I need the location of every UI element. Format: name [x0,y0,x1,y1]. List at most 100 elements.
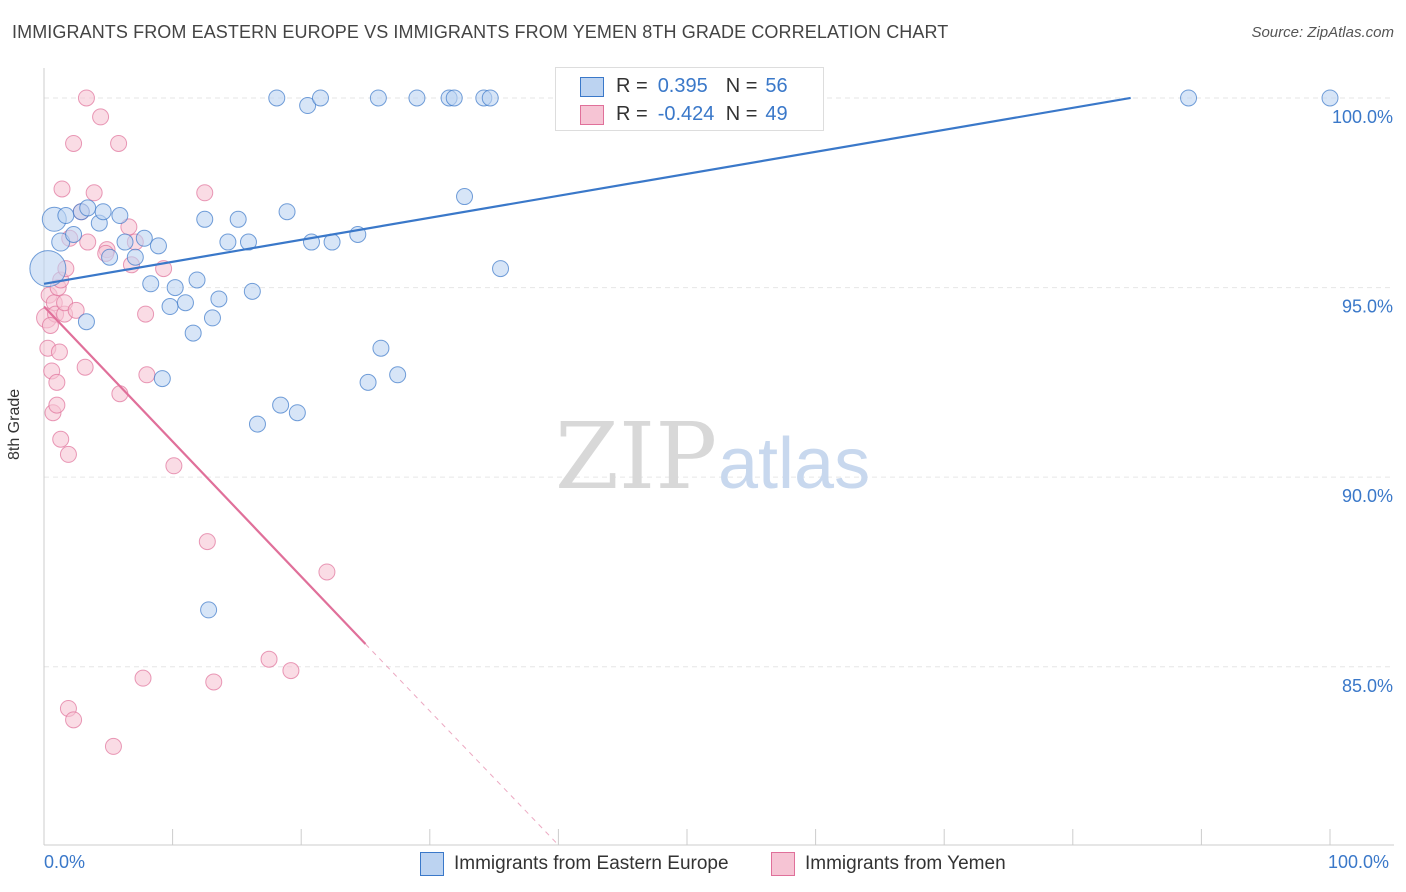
eastern-europe-point [203,309,221,327]
y-tick-label: 90.0% [1342,486,1393,506]
yemen-point [65,134,83,152]
x-tick-label-min: 0.0% [44,852,86,872]
eastern-europe-point [101,248,119,266]
eastern-europe-point [248,415,266,433]
eastern-europe-point [288,404,306,422]
yemen-point [198,533,216,551]
eastern-europe-point [1321,89,1339,107]
eastern-europe-point [65,225,83,243]
yemen-point [165,457,183,475]
watermark-zip: ZIP [555,403,717,510]
eastern-europe-point [57,207,75,225]
legend-r-label: R = [616,103,648,125]
eastern-europe-point [456,188,474,206]
trend-line-yemen [43,305,367,645]
eastern-europe-point [492,260,510,278]
eastern-europe-point [184,324,202,342]
x-tick-label-max: 100.0% [1328,852,1390,872]
yemen-point [134,669,152,687]
legend-row-pink: R = -0.424 N = 49 [580,103,788,126]
y-tick-labels: 85.0% 90.0% 95.0% 100.0% [1332,107,1393,696]
eastern-europe-point [272,396,290,414]
eastern-europe-point [369,89,387,107]
yemen-point [77,89,95,107]
eastern-europe-point [1180,89,1198,107]
bottom-legend-swatch-blue [420,852,444,876]
eastern-europe-point [311,89,329,107]
eastern-europe-point [210,290,228,308]
eastern-europe-point [196,210,214,228]
eastern-europe-points [29,89,1339,619]
yemen-point [282,662,300,680]
eastern-europe-point [229,210,247,228]
bottom-legend-swatch-pink [771,852,795,876]
legend-row-blue: R = 0.395 N = 56 [580,75,788,98]
eastern-europe-point [359,373,377,391]
legend-r-value-pink: -0.424 [657,103,715,125]
eastern-europe-point [239,233,257,251]
eastern-europe-point [243,282,261,300]
eastern-europe-point [111,207,129,225]
eastern-europe-point [268,89,286,107]
eastern-europe-point [176,294,194,312]
yemen-point [137,305,155,323]
legend-swatch-pink [580,104,604,125]
eastern-europe-point [153,370,171,388]
eastern-europe-point [149,237,167,255]
legend-n-label: N = [725,103,758,125]
bottom-legend-label-blue: Immigrants from Eastern Europe [454,853,729,874]
eastern-europe-point [166,279,184,297]
yemen-point [138,366,156,384]
yemen-point [67,301,85,319]
yemen-point [48,396,66,414]
eastern-europe-point [200,601,218,619]
eastern-europe-point [299,97,317,115]
eastern-europe-point [135,229,153,247]
legend-swatch-blue [580,76,604,97]
bottom-legend-label-pink: Immigrants from Yemen [805,853,1006,874]
yemen-point [53,180,71,198]
eastern-europe-point [278,203,296,221]
eastern-europe-point [445,89,463,107]
eastern-europe-point [481,89,499,107]
yemen-point [85,184,103,202]
eastern-europe-point [188,271,206,289]
yemen-point [50,343,68,361]
yemen-point [111,385,129,403]
bottom-legend-eastern-europe: Immigrants from Eastern Europe [420,852,729,876]
eastern-europe-point [94,203,112,221]
eastern-europe-point [126,248,144,266]
eastern-europe-point [79,199,97,217]
legend-r-value-blue: 0.395 [657,75,708,97]
trend-line-eastern-europe [43,96,1131,285]
yemen-point [52,430,70,448]
trend-lines [43,96,1131,846]
yemen-point [79,233,97,251]
yemen-point [205,673,223,691]
legend-n-value-pink: 49 [765,103,788,125]
yemen-point [110,134,128,152]
y-tick-label: 95.0% [1342,297,1393,317]
yemen-point [318,563,336,581]
yemen-point [92,108,110,126]
eastern-europe-point [51,232,71,252]
yemen-point [59,445,77,463]
eastern-europe-point [372,339,390,357]
yemen-points [36,89,336,755]
yemen-point [41,316,59,334]
yemen-point [76,358,94,376]
yemen-point [65,711,83,729]
watermark-atlas: atlas [718,424,870,504]
y-tick-label: 100.0% [1332,107,1393,127]
stats-legend: R = 0.395 N = 56 R = -0.424 N = 49 [555,67,824,131]
chart-title: IMMIGRANTS FROM EASTERN EUROPE VS IMMIGR… [12,22,949,42]
eastern-europe-point [408,89,426,107]
eastern-europe-point [161,298,179,316]
bottom-legend-yemen: Immigrants from Yemen [771,852,1006,876]
yemen-point [260,650,278,668]
yemen-point [196,184,214,202]
gridlines [44,97,1394,668]
eastern-europe-point [29,250,67,288]
axes [43,68,1394,846]
